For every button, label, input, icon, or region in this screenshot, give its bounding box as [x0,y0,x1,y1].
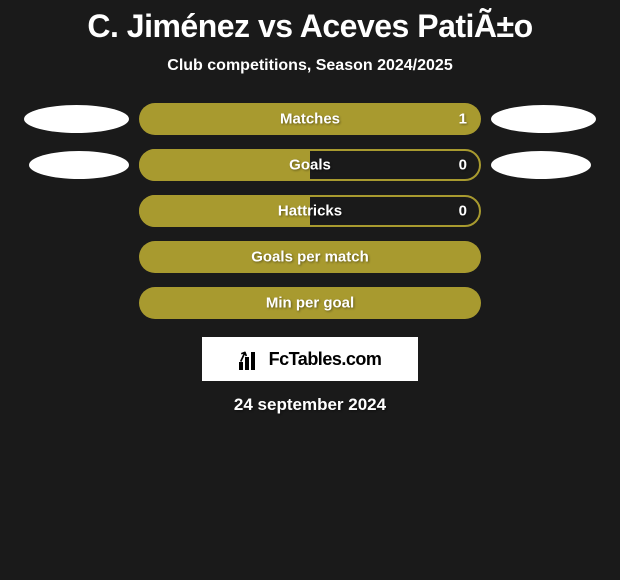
stat-value: 0 [459,203,467,220]
stat-row: Goals per match [0,241,620,273]
stat-label: Goals [289,157,331,174]
stat-bar: Hattricks 0 [139,195,481,227]
player-marker-right [491,151,591,179]
logo-text: FcTables.com [269,349,382,370]
stat-bar: Goals per match [139,241,481,273]
player-marker-right [491,105,596,133]
stat-label: Hattricks [278,203,342,220]
stat-row: Hattricks 0 [0,195,620,227]
stat-bar: Min per goal [139,287,481,319]
stat-label: Matches [280,111,340,128]
page-title: C. Jiménez vs Aceves PatiÃ±o [0,8,620,45]
stat-label: Min per goal [266,295,354,312]
stats-comparison-panel: C. Jiménez vs Aceves PatiÃ±o Club compet… [0,0,620,415]
stat-bar: Goals 0 [139,149,481,181]
stat-rows: Matches 1 Goals 0 Hattricks 0 Goals per match M… [0,103,620,319]
stat-value: 1 [459,111,467,128]
page-subtitle: Club competitions, Season 2024/2025 [0,57,620,75]
logo-badge[interactable]: ↗ FcTables.com [202,337,418,381]
stat-row: Matches 1 [0,103,620,135]
bar-chart-icon: ↗ [239,348,265,370]
stat-label: Goals per match [251,249,369,266]
player-marker-left [24,105,129,133]
stat-row: Goals 0 [0,149,620,181]
date-label: 24 september 2024 [0,395,620,415]
player-marker-left [29,151,129,179]
stat-bar: Matches 1 [139,103,481,135]
stat-value: 0 [459,157,467,174]
stat-row: Min per goal [0,287,620,319]
